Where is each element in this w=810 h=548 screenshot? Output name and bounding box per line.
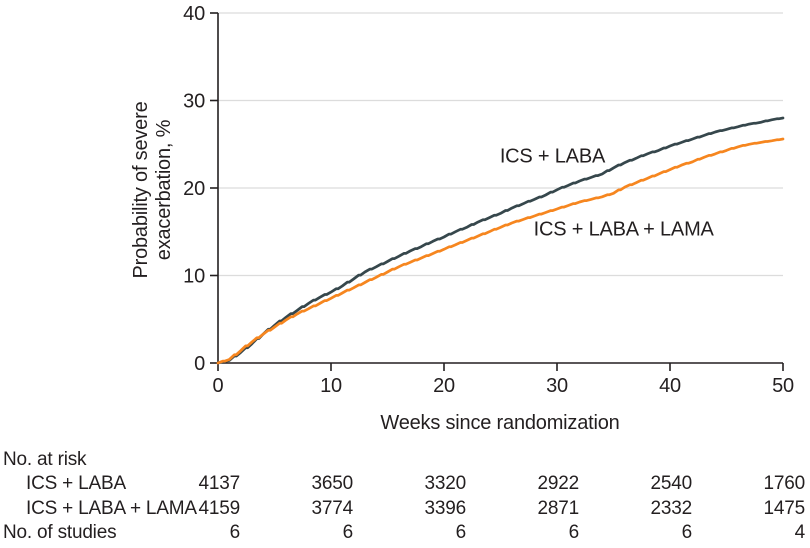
at-risk-value-week-50: 1475 <box>763 498 806 519</box>
studies-value-week-50: 4 <box>794 522 806 543</box>
risk-row-ics-laba-lama: ICS + LABA + LAMA 4159 3774 3396 2871 2332 14… <box>0 498 810 520</box>
studies-value-week-0: 6 <box>229 522 241 543</box>
survival-curve-plot: 0 10 20 30 40 50 0 10 20 30 40 ICS + LABA ICS + L… <box>183 3 795 434</box>
axes <box>210 12 784 371</box>
y-tick-label: 10 <box>183 266 205 288</box>
risk-row-label: ICS + LABA + LAMA <box>26 498 197 519</box>
x-tick-label: 50 <box>772 375 794 397</box>
gridlines <box>218 12 783 277</box>
y-tick-labels: 0 10 20 30 40 <box>183 3 205 375</box>
x-tick-labels: 0 10 20 30 40 50 <box>213 375 795 397</box>
at-risk-value-week-30: 2922 <box>537 473 580 494</box>
risk-row-ics-laba: ICS + LABA 4137 3650 3320 2922 2540 1760 <box>0 473 810 495</box>
x-tick-label: 40 <box>659 375 681 397</box>
y-tick-label: 40 <box>183 3 205 25</box>
x-tick-label: 30 <box>546 375 568 397</box>
x-axis-title: Weeks since randomization <box>380 412 619 434</box>
y-tick-label: 30 <box>183 91 205 113</box>
risk-table-title: No. at risk <box>3 449 87 470</box>
x-tick-label: 0 <box>213 375 224 397</box>
risk-table-title-row: No. at risk <box>0 449 810 471</box>
y-tick-label: 0 <box>194 353 205 375</box>
risk-row-label: ICS + LABA <box>26 473 126 494</box>
curve-label-ics-laba-lama: ICS + LABA + LAMA <box>534 218 715 240</box>
at-risk-value-week-40: 2332 <box>650 498 693 519</box>
curve-ics-laba-lama <box>216 137 785 365</box>
x-tick-label: 10 <box>320 375 342 397</box>
y-tick-label: 20 <box>183 178 205 200</box>
at-risk-value-week-0: 4137 <box>198 473 241 494</box>
studies-row: No. of studies 6 6 6 6 6 4 <box>0 522 810 544</box>
y-axis-title: Probability of severe exacerbation, % <box>130 20 176 360</box>
at-risk-value-week-10: 3650 <box>311 473 354 494</box>
at-risk-value-week-10: 3774 <box>311 498 354 519</box>
studies-value-week-10: 6 <box>342 522 354 543</box>
x-tick-label: 20 <box>433 375 455 397</box>
studies-value-week-20: 6 <box>455 522 467 543</box>
y-axis-title-line2: exacerbation, % <box>153 119 175 261</box>
at-risk-value-week-20: 3396 <box>424 498 467 519</box>
at-risk-value-week-50: 1760 <box>763 473 806 494</box>
at-risk-value-week-40: 2540 <box>650 473 693 494</box>
studies-value-week-40: 6 <box>681 522 693 543</box>
curve-label-ics-laba: ICS + LABA <box>500 146 606 168</box>
studies-row-label: No. of studies <box>3 522 117 543</box>
y-axis-title-line1: Probability of severe <box>130 101 152 279</box>
studies-value-week-30: 6 <box>568 522 580 543</box>
at-risk-value-week-30: 2871 <box>537 498 580 519</box>
curve-ics-laba <box>216 116 785 365</box>
at-risk-value-week-20: 3320 <box>424 473 467 494</box>
at-risk-value-week-0: 4159 <box>198 498 241 519</box>
